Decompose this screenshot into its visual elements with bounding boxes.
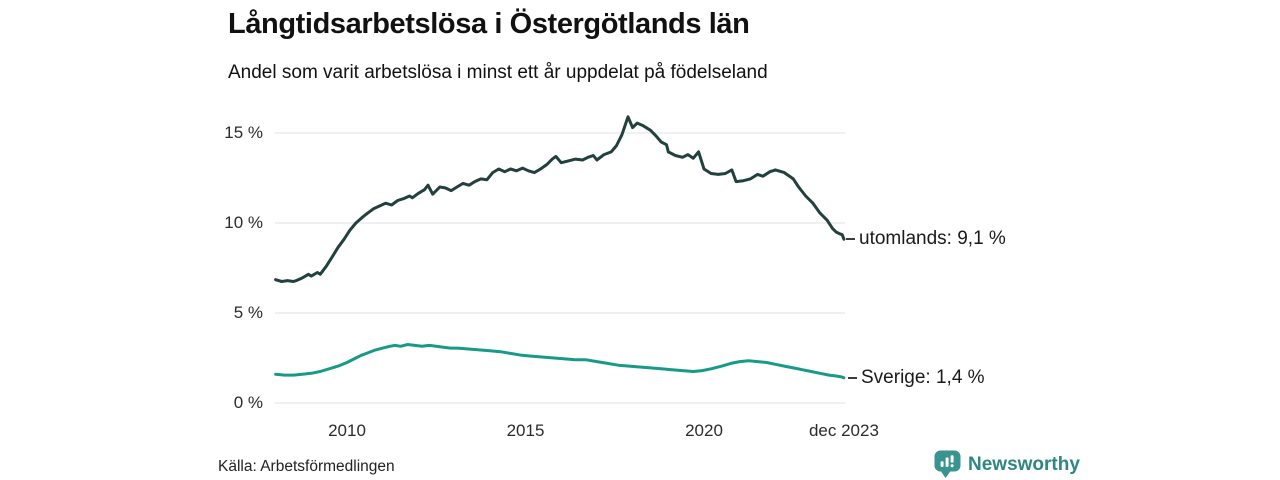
series-label-sverige: Sverige: 1,4 % (848, 366, 985, 390)
newsworthy-brand: Newsworthy (934, 450, 1080, 479)
series-label-sverige-text: Sverige: 1,4 % (861, 367, 985, 388)
y-axis-tick-label: 15 % (224, 123, 263, 142)
x-axis-tick-label: 2015 (506, 421, 545, 440)
chart-title: Långtidsarbetslösa i Östergötlands län (228, 8, 750, 40)
y-axis-tick-label: 0 % (233, 393, 263, 412)
series-line-utomlands (274, 115, 846, 283)
y-axis-tick-label: 10 % (224, 213, 263, 232)
x-axis-tick-label: 2010 (328, 421, 366, 440)
label-connector-dash (846, 238, 855, 240)
series-line-sverige (274, 343, 846, 380)
x-axis-tick-label: dec 2023 (808, 421, 879, 440)
chart-subtitle: Andel som varit arbetslösa i minst ett å… (228, 62, 768, 83)
newsworthy-brand-text: Newsworthy (968, 453, 1080, 475)
source-note: Källa: Arbetsförmedlingen (218, 458, 395, 475)
series-label-utomlands: utomlands: 9,1 % (846, 227, 1006, 251)
y-axis-tick-label: 5 % (233, 303, 263, 322)
x-axis-tick-label: 2020 (685, 421, 723, 440)
newsworthy-logo-icon (934, 450, 961, 478)
label-connector-dash (848, 377, 857, 379)
series-label-utomlands-text: utomlands: 9,1 % (859, 228, 1006, 249)
